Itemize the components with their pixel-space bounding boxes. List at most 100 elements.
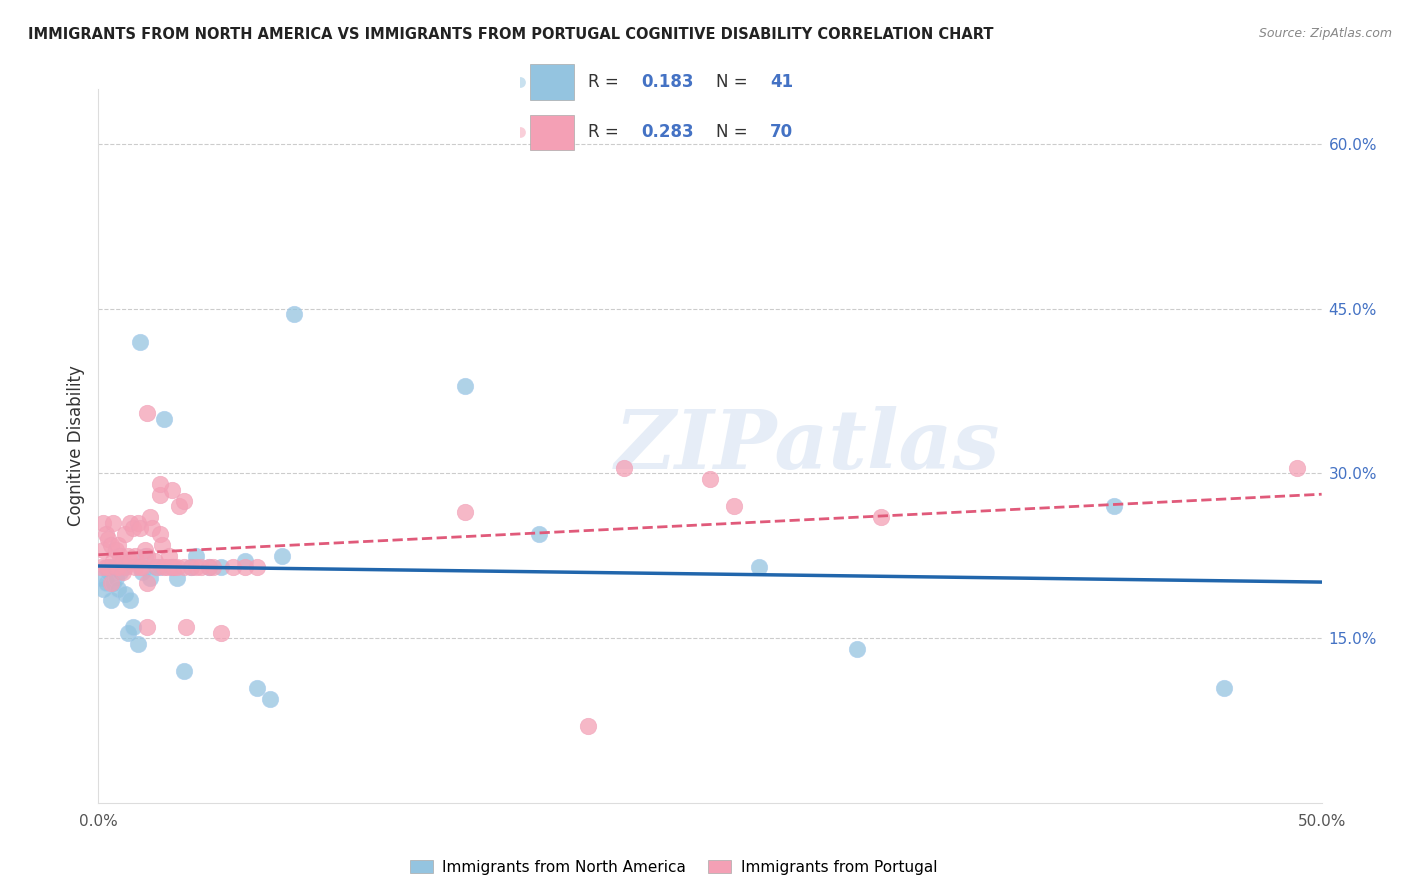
Point <box>143 554 166 568</box>
Point <box>101 576 124 591</box>
Point <box>723 500 745 514</box>
Point <box>129 334 152 349</box>
Point <box>163 559 186 574</box>
Point <box>131 566 153 580</box>
Point <box>134 549 156 563</box>
Point <box>246 681 269 695</box>
Point <box>1102 500 1125 514</box>
Point <box>90 559 112 574</box>
Point <box>134 543 156 558</box>
Point <box>111 554 134 568</box>
Point <box>91 516 114 530</box>
Y-axis label: Cognitive Disability: Cognitive Disability <box>66 366 84 526</box>
Point <box>176 620 198 634</box>
Point <box>173 559 195 574</box>
Point <box>146 559 169 574</box>
Point <box>509 125 531 139</box>
Point <box>100 576 122 591</box>
Point <box>120 516 142 530</box>
Point <box>180 559 202 574</box>
Text: 70: 70 <box>770 123 793 141</box>
Point <box>209 559 232 574</box>
Point <box>270 549 294 563</box>
Point <box>111 559 134 574</box>
Point <box>114 587 136 601</box>
Text: 41: 41 <box>770 73 793 91</box>
Point <box>94 559 117 574</box>
Point <box>114 526 136 541</box>
Point <box>117 549 139 563</box>
FancyBboxPatch shape <box>530 64 574 100</box>
Point <box>124 559 146 574</box>
Point <box>167 500 190 514</box>
Point <box>149 526 172 541</box>
Point <box>160 559 183 574</box>
Point <box>111 566 134 580</box>
Point <box>870 510 893 524</box>
Point <box>156 559 179 574</box>
Point <box>91 582 114 596</box>
Point <box>454 505 477 519</box>
Point <box>100 592 122 607</box>
Point <box>845 642 868 657</box>
Text: R =: R = <box>588 123 624 141</box>
Point <box>127 637 149 651</box>
Point <box>454 378 477 392</box>
Point <box>149 477 172 491</box>
Point <box>120 592 142 607</box>
Point <box>131 559 153 574</box>
Point <box>139 571 162 585</box>
Point <box>129 559 152 574</box>
Point <box>124 549 146 563</box>
Point <box>97 533 120 547</box>
Point <box>246 559 269 574</box>
Text: N =: N = <box>716 73 752 91</box>
Point <box>197 559 219 574</box>
Point <box>699 472 721 486</box>
Point <box>209 625 232 640</box>
Point <box>160 483 183 497</box>
Point <box>259 691 281 706</box>
Point <box>90 571 112 585</box>
Point <box>94 526 117 541</box>
Point <box>107 559 129 574</box>
Text: ZIPatlas: ZIPatlas <box>616 406 1001 486</box>
Point <box>121 620 143 634</box>
Point <box>157 549 180 563</box>
Point <box>197 559 219 574</box>
Text: Source: ZipAtlas.com: Source: ZipAtlas.com <box>1258 27 1392 40</box>
Point <box>1212 681 1234 695</box>
Point <box>173 664 195 678</box>
Point <box>91 543 114 558</box>
Point <box>104 543 127 558</box>
Text: 0.283: 0.283 <box>641 123 695 141</box>
Point <box>153 411 176 425</box>
Point <box>748 559 770 574</box>
Point <box>94 576 117 591</box>
Point <box>110 549 132 563</box>
Point <box>121 521 143 535</box>
Point <box>110 566 132 580</box>
Point <box>202 559 225 574</box>
Point <box>613 461 636 475</box>
Point <box>150 538 173 552</box>
Point <box>139 510 162 524</box>
Point <box>160 559 183 574</box>
Point <box>136 620 159 634</box>
Point <box>173 494 195 508</box>
Point <box>101 516 124 530</box>
Point <box>129 521 152 535</box>
Point <box>153 559 176 574</box>
Point <box>136 549 159 563</box>
Point <box>104 559 127 574</box>
Legend: Immigrants from North America, Immigrants from Portugal: Immigrants from North America, Immigrant… <box>404 854 943 880</box>
Point <box>100 559 122 574</box>
Point <box>190 559 212 574</box>
Point <box>143 559 166 574</box>
Point <box>127 516 149 530</box>
Point <box>97 559 120 574</box>
Point <box>104 571 127 585</box>
Point <box>283 307 305 321</box>
Point <box>576 719 599 733</box>
Point <box>117 625 139 640</box>
